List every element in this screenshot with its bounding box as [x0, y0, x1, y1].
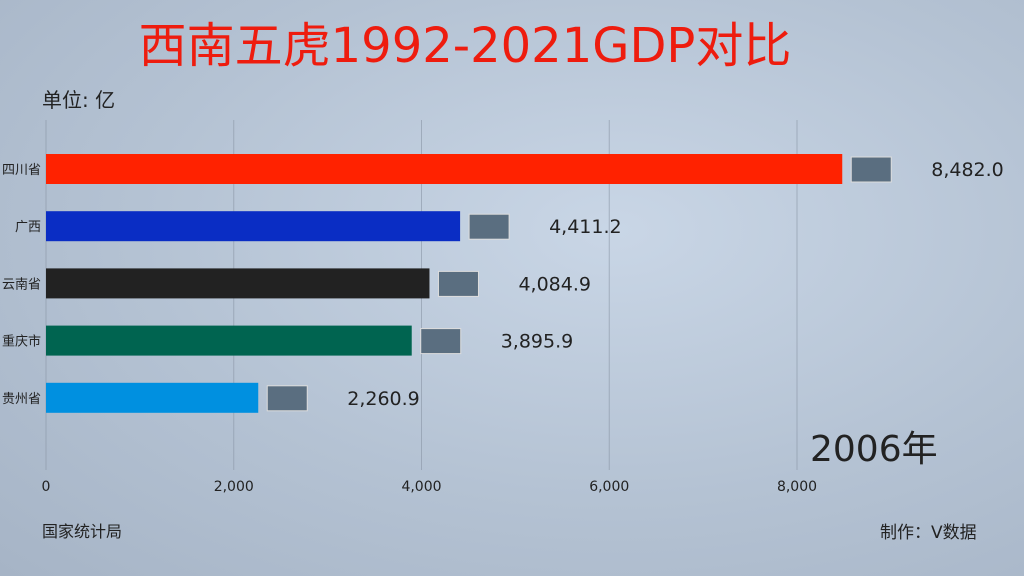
bar — [46, 382, 259, 413]
value-label: 3,895.9 — [501, 331, 574, 353]
bar — [46, 211, 461, 242]
page-title: 西南五虎1992-2021GDP对比 — [138, 18, 792, 74]
x-tick-label: 6,000 — [589, 479, 629, 495]
category-label: 广西 — [15, 220, 41, 235]
category-label: 云南省 — [2, 276, 41, 292]
bar — [46, 154, 843, 184]
thumbnail-image — [266, 385, 308, 412]
value-label: 4,411.2 — [549, 216, 622, 238]
value-label: 2,260.9 — [347, 388, 420, 410]
thumbnail-image — [420, 328, 462, 355]
thumbnail-image — [850, 156, 892, 183]
value-label: 8,482.0 — [931, 159, 1004, 181]
year-label: 2006年 — [810, 429, 938, 470]
thumbnail-image — [468, 213, 510, 240]
value-label: 4,084.9 — [518, 273, 591, 295]
category-label: 四川省 — [2, 163, 41, 178]
bar — [46, 325, 412, 356]
category-label: 贵州省 — [2, 392, 41, 407]
x-tick-label: 0 — [42, 479, 51, 495]
x-tick-label: 4,000 — [401, 479, 441, 495]
x-tick-label: 8,000 — [777, 479, 817, 495]
category-label: 重庆市 — [2, 334, 41, 350]
thumbnail-image — [437, 270, 479, 297]
unit-label: 单位: 亿 — [42, 88, 116, 112]
maker-label: 制作：V数据 — [880, 523, 977, 543]
bar — [46, 268, 430, 299]
x-tick-label: 2,000 — [214, 479, 254, 495]
source-label: 国家统计局 — [42, 522, 123, 541]
